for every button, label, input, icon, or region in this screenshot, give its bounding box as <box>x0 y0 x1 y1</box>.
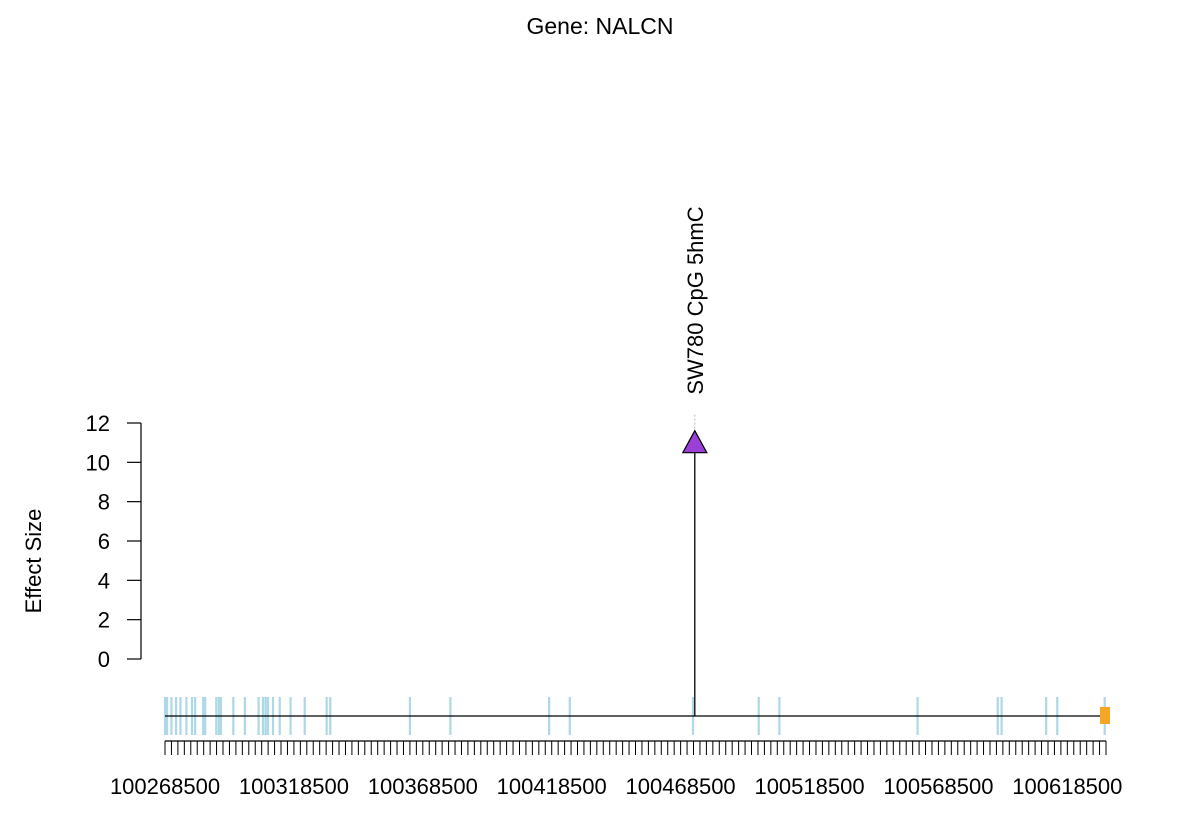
y-tick-label: 6 <box>98 529 110 554</box>
y-tick-label: 0 <box>98 647 110 672</box>
y-tick-label: 10 <box>86 450 110 475</box>
point-label: SW780 CpG 5hmC <box>683 206 708 394</box>
x-tick-label: 100618500 <box>1012 774 1122 799</box>
y-axis-label: Effect Size <box>21 509 46 614</box>
chart-title: Gene: NALCN <box>526 13 673 39</box>
y-tick-label: 4 <box>98 568 110 593</box>
triangle-marker <box>681 429 708 454</box>
y-axis: 0 2 4 6 8 10 12 <box>86 411 142 672</box>
x-axis: 100268500 100318500 100368500 100418500 1004… <box>110 740 1122 799</box>
y-tick-label: 2 <box>98 608 110 633</box>
gene-end-marker <box>1100 707 1110 724</box>
y-tick-label: 8 <box>98 490 110 515</box>
x-tick-label: 100568500 <box>883 774 993 799</box>
x-tick-label: 100368500 <box>368 774 478 799</box>
y-tick-label: 12 <box>86 411 110 436</box>
data-points: SW780 CpG 5hmC <box>681 206 708 716</box>
x-tick-label: 100268500 <box>110 774 220 799</box>
x-tick-label: 100468500 <box>626 774 736 799</box>
x-tick-label: 100518500 <box>754 774 864 799</box>
x-tick-label: 100318500 <box>239 774 349 799</box>
x-tick-label: 100418500 <box>497 774 607 799</box>
